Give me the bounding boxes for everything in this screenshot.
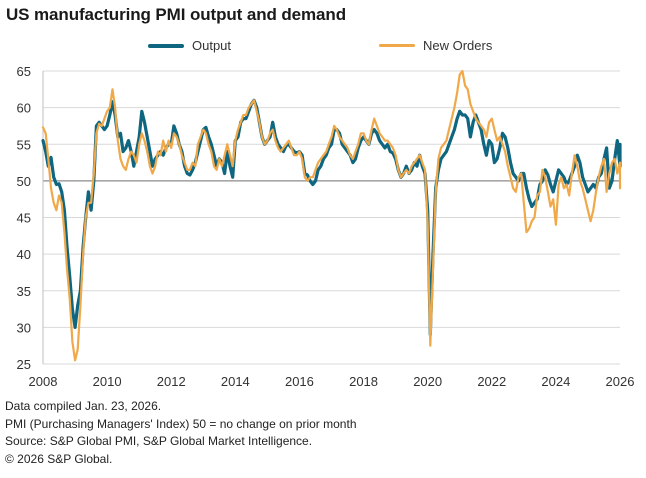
- chart-legend: Output New Orders: [0, 38, 646, 56]
- x-tick-label-2020: 2020: [413, 374, 442, 389]
- y-tick-label-40: 40: [17, 247, 31, 262]
- y-tick-label-35: 35: [17, 284, 31, 299]
- x-tick-label-2010: 2010: [93, 374, 122, 389]
- footer-data-compiled: Data compiled Jan. 23, 2026.: [5, 399, 162, 413]
- footer-copyright: © 2026 S&P Global.: [5, 451, 113, 466]
- footer-source: Source: S&P Global PMI, S&P Global Marke…: [5, 434, 313, 448]
- y-tick-label-65: 65: [17, 64, 31, 79]
- y-tick-label-45: 45: [17, 211, 31, 226]
- legend-item-output: Output: [148, 38, 231, 53]
- y-tick-label-50: 50: [17, 174, 31, 189]
- legend-swatch-new-orders: [379, 44, 415, 47]
- legend-label-output: Output: [192, 38, 232, 53]
- legend-label-new-orders: New Orders: [423, 38, 493, 53]
- x-tick-label-2018: 2018: [349, 374, 378, 389]
- x-tick-label-2012: 2012: [157, 374, 186, 389]
- y-tick-label-55: 55: [17, 137, 31, 152]
- y-tick-label-60: 60: [17, 101, 31, 116]
- x-tick-label-2026: 2026: [606, 374, 635, 389]
- series-line-new-orders: [41, 69, 622, 362]
- y-tick-label-25: 25: [17, 357, 31, 372]
- legend-item-new-orders: New Orders: [379, 38, 492, 53]
- x-tick-label-2024: 2024: [541, 374, 570, 389]
- legend-swatch-output: [148, 43, 184, 48]
- y-tick-label-30: 30: [17, 320, 31, 335]
- x-tick-label-2016: 2016: [285, 374, 314, 389]
- x-tick-label-2022: 2022: [477, 374, 506, 389]
- footer-pmi-note: PMI (Purchasing Managers' Index) 50 = no…: [5, 416, 357, 431]
- chart-footer: Data compiled Jan. 23, 2026. PMI (Purcha…: [5, 398, 357, 468]
- x-tick-label-2014: 2014: [221, 374, 250, 389]
- x-tick-label-2008: 2008: [29, 374, 58, 389]
- chart-title: US manufacturing PMI output and demand: [6, 5, 346, 24]
